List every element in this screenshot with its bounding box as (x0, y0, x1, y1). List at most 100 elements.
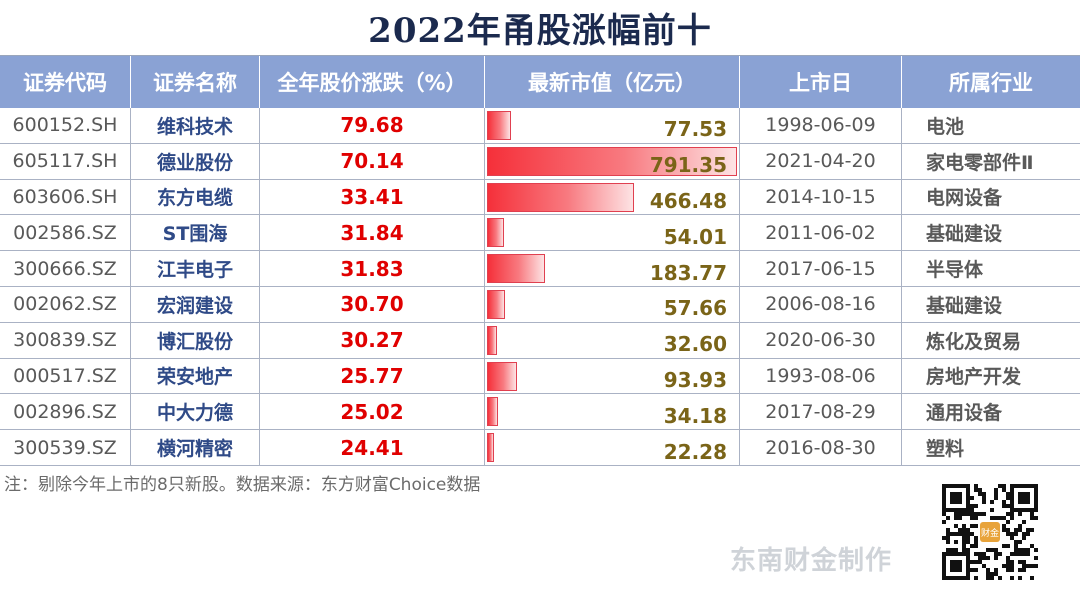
annual-change-cell: 31.83 (260, 251, 485, 286)
listing-date-cell: 1998-06-09 (740, 108, 902, 143)
table-row: 300839.SZ 博汇股份 30.27 32.60 2020-06-30 炼化及贸易 (0, 322, 1080, 359)
industry-cell: 家电零部件Ⅱ (926, 151, 1034, 174)
annual-change-cell: 25.77 (260, 358, 485, 394)
title-divider (0, 55, 1080, 56)
table-row: 002062.SZ 宏润建设 30.70 57.66 2006-08-16 基础建设 (0, 287, 1080, 323)
stock-name-cell: 江丰电子 (131, 251, 260, 286)
market-value-bar (487, 397, 498, 427)
stock-code-cell: 603606.SH (0, 179, 131, 215)
header-listing-date: 上市日 (740, 56, 902, 108)
market-value-label: 77.53 (663, 117, 727, 142)
market-value-label: 54.01 (663, 224, 727, 249)
industry-cell: 基础建设 (926, 223, 1003, 246)
annual-change-cell: 79.68 (260, 108, 485, 143)
market-value-bar (487, 325, 498, 355)
stock-code-cell: 600152.SH (0, 108, 131, 143)
ranking-table: 证券代码 证券名称 全年股价涨跌（%） 最新市值（亿元） 上市日 所属行业 60… (0, 56, 1080, 466)
annual-change-cell: 31.84 (260, 215, 485, 251)
stock-code-cell: 002896.SZ (0, 394, 131, 430)
stock-name-cell: 宏润建设 (131, 287, 260, 322)
market-value-label: 34.18 (663, 403, 727, 428)
stock-name-cell: 维科技术 (131, 108, 260, 143)
header-code: 证券代码 (0, 56, 131, 108)
listing-date-cell: 2017-08-29 (740, 394, 902, 430)
annual-change-cell: 30.27 (260, 322, 485, 358)
industry-cell: 通用设备 (926, 402, 1003, 425)
listing-date-cell: 2011-06-02 (740, 215, 902, 251)
table-row: 000517.SZ 荣安地产 25.77 93.93 1993-08-06 房地产开发 (0, 358, 1080, 395)
market-value-label: 791.35 (649, 153, 727, 178)
qr-code-icon: 财金 (942, 484, 1038, 580)
market-value-label: 466.48 (649, 188, 727, 213)
market-value-bar (487, 218, 505, 248)
market-value-cell: 77.53 (485, 108, 740, 143)
header-industry: 所属行业 (902, 56, 1080, 108)
stock-name-cell: 荣安地产 (131, 358, 260, 394)
stock-code-cell: 300839.SZ (0, 322, 131, 358)
market-value-label: 57.66 (663, 296, 727, 321)
market-value-bar (487, 254, 546, 284)
header-name: 证券名称 (131, 56, 260, 108)
industry-cell: 半导体 (926, 259, 984, 282)
annual-change-cell: 70.14 (260, 143, 485, 179)
listing-date-cell: 2020-06-30 (740, 322, 902, 358)
industry-cell: 塑料 (926, 438, 965, 461)
table-row: 605117.SH 德业股份 70.14 791.35 2021-04-20 家电零部件Ⅱ (0, 143, 1080, 180)
table-row: 002896.SZ 中大力德 25.02 34.18 2017-08-29 通用设备 (0, 394, 1080, 431)
market-value-cell: 22.28 (485, 430, 740, 465)
table-row: 300539.SZ 横河精密 24.41 22.28 2016-08-30 塑料 (0, 430, 1080, 466)
annual-change-cell: 33.41 (260, 179, 485, 215)
listing-date-cell: 2017-06-15 (740, 251, 902, 286)
maker-watermark: 东南财金制作 (730, 546, 893, 576)
table-row: 603606.SH 东方电缆 33.41 466.48 2014-10-15 电网设备 (0, 179, 1080, 216)
stock-code-cell: 605117.SH (0, 143, 131, 179)
listing-date-cell: 2016-08-30 (740, 430, 902, 465)
stock-code-cell: 000517.SZ (0, 358, 131, 394)
market-value-label: 32.60 (663, 332, 727, 357)
industry-cell: 基础建设 (926, 294, 1003, 317)
header-market-value: 最新市值（亿元） (485, 56, 740, 108)
stock-code-cell: 300539.SZ (0, 430, 131, 465)
listing-date-cell: 1993-08-06 (740, 358, 902, 394)
industry-cell: 房地产开发 (926, 366, 1022, 389)
stock-code-cell: 002062.SZ (0, 287, 131, 322)
market-value-cell: 32.60 (485, 322, 740, 358)
stock-name-cell: ST围海 (131, 215, 260, 251)
market-value-cell: 791.35 (485, 143, 740, 179)
table-row: 002586.SZ ST围海 31.84 54.01 2011-06-02 基础建设 (0, 215, 1080, 252)
annual-change-cell: 24.41 (260, 430, 485, 465)
table-row: 300666.SZ 江丰电子 31.83 183.77 2017-06-15 半导体 (0, 251, 1080, 287)
market-value-label: 22.28 (663, 439, 727, 464)
page-title: 2022年甬股涨幅前十 (368, 11, 712, 51)
market-value-cell: 57.66 (485, 287, 740, 322)
stock-name-cell: 中大力德 (131, 394, 260, 430)
market-value-bar (487, 182, 635, 212)
market-value-cell: 54.01 (485, 215, 740, 251)
market-value-bar (487, 146, 737, 176)
footnote: 注：剔除今年上市的8只新股。数据来源：东方财富Choice数据 (4, 475, 481, 495)
listing-date-cell: 2021-04-20 (740, 143, 902, 179)
header-change: 全年股价涨跌（%） (260, 56, 485, 108)
market-value-bar (487, 111, 512, 140)
annual-change-cell: 25.02 (260, 394, 485, 430)
industry-cell: 炼化及贸易 (926, 330, 1022, 353)
table-row: 600152.SH 维科技术 79.68 77.53 1998-06-09 电池 (0, 108, 1080, 144)
market-value-label: 93.93 (663, 367, 727, 392)
stock-name-cell: 东方电缆 (131, 179, 260, 215)
stock-name-cell: 德业股份 (131, 143, 260, 179)
stock-code-cell: 300666.SZ (0, 251, 131, 286)
industry-cell: 电网设备 (926, 187, 1003, 210)
market-value-cell: 466.48 (485, 179, 740, 215)
listing-date-cell: 2014-10-15 (740, 179, 902, 215)
stock-name-cell: 博汇股份 (131, 322, 260, 358)
qr-logo-label: 财金 (981, 527, 999, 539)
market-value-cell: 93.93 (485, 358, 740, 394)
stock-name-cell: 横河精密 (131, 430, 260, 465)
industry-cell: 电池 (926, 115, 965, 138)
market-value-cell: 34.18 (485, 394, 740, 430)
stock-code-cell: 002586.SZ (0, 215, 131, 251)
market-value-bar (487, 290, 506, 319)
listing-date-cell: 2006-08-16 (740, 287, 902, 322)
market-value-bar (487, 433, 495, 463)
annual-change-cell: 30.70 (260, 287, 485, 322)
